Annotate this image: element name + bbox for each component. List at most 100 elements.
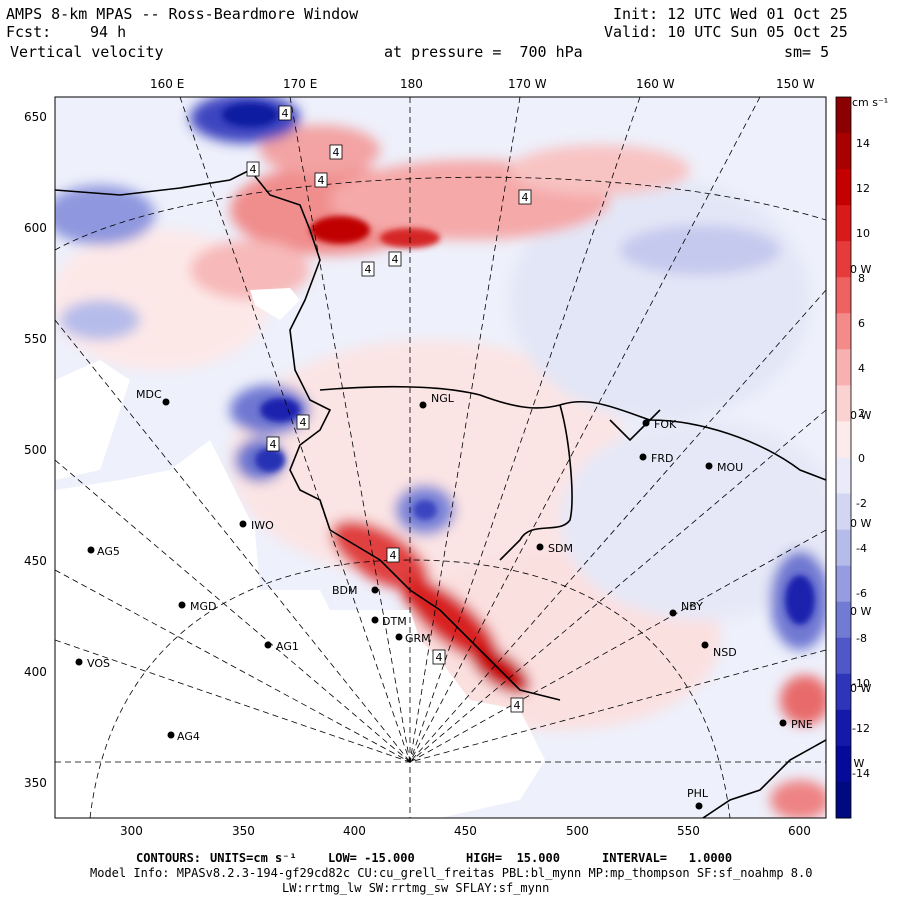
station-label: IWO <box>251 519 274 532</box>
station-dot-vos <box>75 658 83 666</box>
y-tick-550: 550 <box>24 332 47 346</box>
forecast-hour: 94 h <box>90 23 127 41</box>
descent-core-shelf-south <box>255 448 285 472</box>
station-dot-frd <box>639 453 647 461</box>
field-name: Vertical velocity <box>10 43 164 61</box>
station-label: MGD <box>190 600 217 613</box>
descent-east <box>620 225 780 275</box>
station-label: GRM <box>405 632 431 645</box>
colorbar-swatch <box>836 97 851 134</box>
station-label: DTM <box>382 615 407 628</box>
contours-units: UNITS=cm s⁻¹ <box>210 851 297 865</box>
contour-label: 4 <box>510 697 524 713</box>
colorbar-label: 0 <box>858 452 865 465</box>
contour-label-text: 4 <box>270 438 277 451</box>
colorbar <box>835 96 852 819</box>
valid-time: Valid: 10 UTC Sun 05 Oct 25 <box>604 23 848 41</box>
colorbar-label: -8 <box>856 632 867 645</box>
graticule <box>55 97 826 818</box>
station-label: PHL <box>687 787 709 800</box>
station-dot-mdc <box>162 398 170 406</box>
terrain-mask-west <box>55 440 545 818</box>
station-dot-iwo <box>239 520 247 528</box>
x-tick-550: 550 <box>677 824 700 838</box>
station-label: VOS <box>87 657 110 670</box>
ascent-band-south <box>190 240 310 300</box>
ascent-east-edge <box>780 675 826 725</box>
station-dot-nby <box>669 609 677 617</box>
station-label: MOU <box>717 461 743 474</box>
x-tick-500: 500 <box>566 824 589 838</box>
contour-labels: 4 4 4 4 4 4 4 4 4 4 4 4 <box>246 105 532 713</box>
colorbar-swatch <box>836 601 851 639</box>
colorbar-label: 8 <box>858 272 865 285</box>
contour-label: 4 <box>246 161 260 177</box>
colorbar-label: 2 <box>858 407 865 420</box>
y-tick-350: 350 <box>24 776 47 790</box>
colorbar-swatch <box>836 133 851 170</box>
station-dot-sdm <box>536 543 544 551</box>
lon-tick-170w: 170 W <box>508 77 547 91</box>
colorbar-swatch <box>836 277 851 314</box>
colorbar-label: 10 <box>856 227 870 240</box>
station-label: NSD <box>713 646 737 659</box>
contour-label: 4 <box>361 261 375 277</box>
x-tick-600: 600 <box>788 824 811 838</box>
x-tick-350: 350 <box>232 824 255 838</box>
station-dot-bdm <box>371 586 379 594</box>
station-label: NGL <box>431 392 455 405</box>
lon-tick-160w: 160 W <box>636 77 675 91</box>
colorbar-swatch <box>836 205 851 242</box>
terrain-mask-northwest <box>55 360 130 480</box>
station-label: PNE <box>791 718 813 731</box>
contour-label-text: 4 <box>392 253 399 266</box>
contour-label-text: 4 <box>318 174 325 187</box>
colorbar-label: -2 <box>856 497 867 510</box>
colorbar-frame <box>835 96 852 819</box>
x-tick-400: 400 <box>343 824 366 838</box>
station-label: SDM <box>548 542 573 555</box>
contour-label-text: 4 <box>300 416 307 429</box>
contour-label-text: 4 <box>390 549 397 562</box>
contours-low: LOW= -15.000 <box>328 851 415 865</box>
lon-tick-170e: 170 E <box>283 77 318 91</box>
colorbar-swatch <box>836 169 851 206</box>
weak-descent-southeast <box>560 420 826 620</box>
colorbar-label: -10 <box>852 677 870 690</box>
colorbar-label: 4 <box>858 362 865 375</box>
descent-core-east <box>785 575 815 625</box>
y-tick-600: 600 <box>24 221 47 235</box>
colorbar-swatch <box>836 637 851 675</box>
contour-label: 4 <box>278 105 292 121</box>
lon-tick-150w: 150 W <box>776 77 815 91</box>
ascent-band-tail <box>510 145 690 195</box>
contour-label-text: 4 <box>250 163 257 176</box>
colorbar-swatch <box>836 241 851 278</box>
contour-label: 4 <box>329 144 343 160</box>
station-dot-dtm <box>371 616 379 624</box>
map-title: AMPS 8-km MPAS -- Ross-Beardmore Window <box>6 5 359 23</box>
station-label: AG1 <box>276 640 299 653</box>
station-dot-ag1 <box>264 641 272 649</box>
coastline <box>55 168 826 818</box>
station-label: AG5 <box>97 545 120 558</box>
colorbar-swatch <box>836 673 851 711</box>
y-tick-650: 650 <box>24 110 47 124</box>
y-tick-450: 450 <box>24 554 47 568</box>
coastal-ascent-1 <box>330 520 430 590</box>
colorbar-swatch <box>836 385 851 422</box>
station-dot-phl <box>695 802 703 810</box>
contours-label: CONTOURS: <box>136 851 202 865</box>
colorbar-swatch <box>836 349 851 386</box>
init-time: Init: 12 UTC Wed 01 Oct 25 <box>613 5 848 23</box>
pressure-level: at pressure = 700 hPa <box>384 43 583 61</box>
station-dot-ngl <box>419 401 427 409</box>
station-dot-mou <box>705 462 713 470</box>
colorbar-swatch <box>836 709 851 747</box>
weak-ascent-center <box>230 340 630 580</box>
station-dot-nsd <box>701 641 709 649</box>
colorbar-swatch <box>836 781 851 819</box>
x-tick-300: 300 <box>120 824 143 838</box>
contour-label: 4 <box>518 189 532 205</box>
